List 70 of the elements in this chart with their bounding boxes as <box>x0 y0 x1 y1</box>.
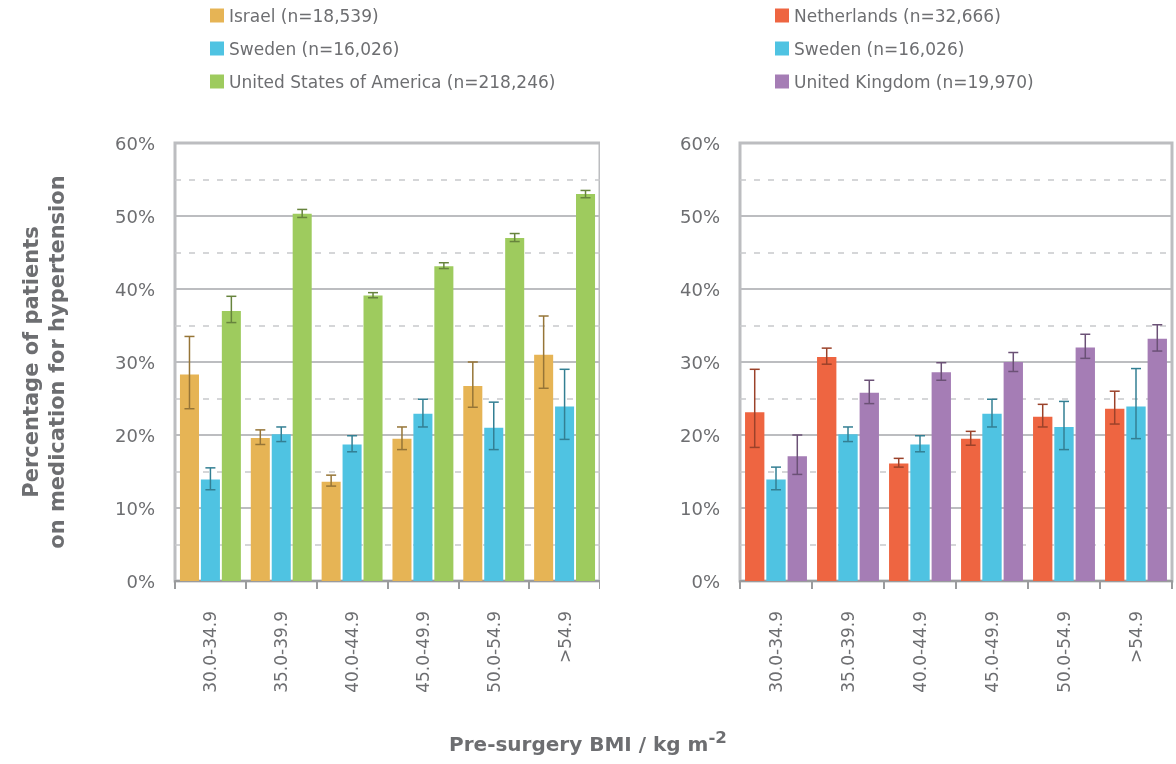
bar <box>321 481 341 581</box>
y-tick-label: 30% <box>114 351 155 373</box>
x-tick-label: 45.0-49.9 <box>982 611 1002 693</box>
bar <box>982 413 1002 581</box>
bar <box>292 213 312 581</box>
bar <box>1126 406 1146 581</box>
bar <box>1105 408 1125 581</box>
bar <box>342 444 362 581</box>
legend-label: Netherlands (n=32,666) <box>794 5 1001 26</box>
y-tick-label: 10% <box>114 497 155 519</box>
legend-label: Israel (n=18,539) <box>229 5 379 26</box>
y-tick-label: 50% <box>679 205 720 227</box>
y-tick-label: 20% <box>679 424 720 446</box>
bar <box>817 356 837 581</box>
bar <box>889 463 909 581</box>
bar <box>1054 426 1074 581</box>
x-axis-title: Pre-surgery BMI / kg m$^{-2}$ <box>448 728 728 756</box>
y-tick-label: 10% <box>679 497 720 519</box>
legend-label: Sweden (n=16,026) <box>794 38 965 59</box>
bar <box>555 406 575 581</box>
x-tick-label: 45.0-49.9 <box>412 611 433 693</box>
bar <box>931 372 951 581</box>
bar <box>838 434 858 581</box>
bar <box>1147 338 1167 581</box>
x-tick-label: 30.0-34.9 <box>200 611 221 693</box>
bar <box>179 374 199 581</box>
bar <box>910 444 930 581</box>
bar <box>463 386 483 581</box>
y-tick-label: 50% <box>114 205 155 227</box>
bar <box>505 237 525 581</box>
legend-label: United Kingdom (n=19,970) <box>794 71 1034 92</box>
y-tick-label: 60% <box>114 132 155 154</box>
bar <box>250 437 270 581</box>
x-tick-label: 50.0-54.9 <box>483 611 504 693</box>
bar <box>787 456 807 581</box>
bar <box>392 438 412 581</box>
y-tick-label: 40% <box>114 278 155 300</box>
bar <box>434 266 454 581</box>
bar <box>576 194 596 581</box>
bar <box>1033 416 1053 581</box>
bar <box>961 438 981 581</box>
bar <box>221 310 241 581</box>
bar <box>534 354 554 581</box>
x-tick-label: >54.9 <box>1126 611 1146 664</box>
y-tick-label: 20% <box>114 424 155 446</box>
bar <box>484 427 504 581</box>
x-tick-label: 35.0-39.9 <box>838 611 858 693</box>
bar <box>200 479 220 581</box>
x-tick-label: 30.0-34.9 <box>766 611 786 693</box>
legend-label: Sweden (n=16,026) <box>229 38 400 59</box>
bar <box>1075 347 1095 581</box>
y-tick-label: 60% <box>679 132 720 154</box>
bar <box>363 295 383 581</box>
bar <box>859 392 879 581</box>
bar <box>766 479 786 581</box>
bar <box>271 434 291 581</box>
x-tick-label: 35.0-39.9 <box>271 611 292 693</box>
x-tick-label: 40.0-44.9 <box>342 611 363 693</box>
y-axis-title: Percentage of patients on medication for hypertension <box>19 175 69 549</box>
y-tick-label: 40% <box>679 278 720 300</box>
legend-label: United States of America (n=218,246) <box>229 71 556 92</box>
x-tick-label: >54.9 <box>554 611 575 664</box>
bar <box>1003 362 1023 581</box>
bar <box>745 412 765 581</box>
x-tick-label: 40.0-44.9 <box>910 611 930 693</box>
y-tick-label: 0% <box>691 570 720 592</box>
bar <box>413 413 433 581</box>
y-tick-label: 0% <box>126 570 155 592</box>
x-tick-label: 50.0-54.9 <box>1054 611 1074 693</box>
y-tick-label: 30% <box>679 351 720 373</box>
